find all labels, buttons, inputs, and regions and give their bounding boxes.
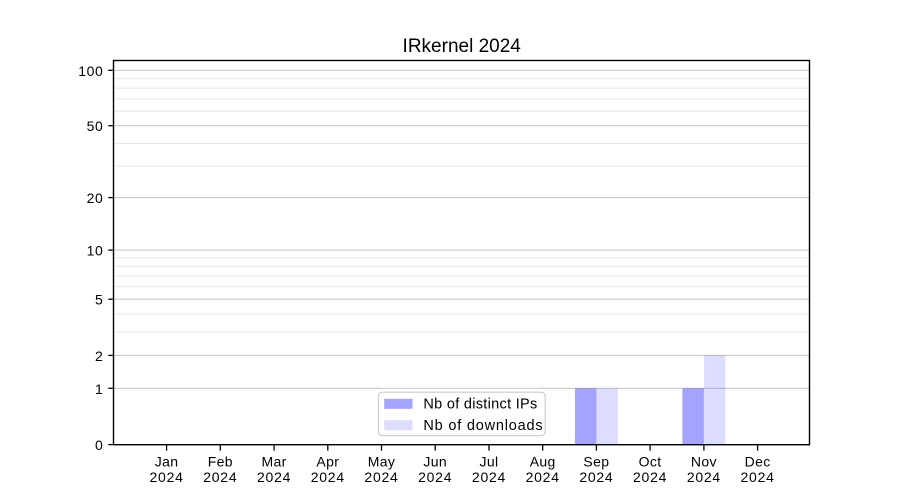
svg-text:2: 2	[95, 348, 103, 364]
svg-text:1: 1	[95, 381, 103, 397]
svg-text:50: 50	[87, 118, 104, 134]
svg-text:10: 10	[87, 243, 104, 259]
svg-text:0: 0	[95, 437, 103, 453]
svg-text:2024: 2024	[150, 469, 184, 485]
svg-text:100: 100	[78, 63, 103, 79]
svg-text:2024: 2024	[472, 469, 506, 485]
svg-text:May: May	[368, 454, 396, 470]
svg-text:5: 5	[95, 292, 103, 308]
svg-text:2024: 2024	[526, 469, 560, 485]
svg-text:Jun: Jun	[423, 454, 447, 470]
svg-text:2024: 2024	[579, 469, 613, 485]
svg-text:Nb of downloads: Nb of downloads	[423, 418, 543, 434]
svg-text:Jan: Jan	[155, 454, 179, 470]
svg-text:2024: 2024	[687, 469, 721, 485]
svg-text:Oct: Oct	[639, 454, 662, 470]
svg-text:2024: 2024	[364, 469, 398, 485]
svg-text:2024: 2024	[257, 469, 291, 485]
svg-text:IRkernel 2024: IRkernel 2024	[403, 36, 522, 57]
svg-text:Apr: Apr	[316, 454, 339, 470]
svg-text:Mar: Mar	[262, 454, 287, 470]
svg-text:2024: 2024	[741, 469, 775, 485]
svg-text:20: 20	[87, 190, 104, 206]
svg-text:2024: 2024	[633, 469, 667, 485]
svg-text:Aug: Aug	[530, 454, 556, 470]
svg-text:2024: 2024	[203, 469, 237, 485]
svg-text:Sep: Sep	[583, 454, 609, 470]
svg-text:Dec: Dec	[745, 454, 771, 470]
svg-text:Nb of distinct IPs: Nb of distinct IPs	[423, 396, 537, 412]
svg-text:Feb: Feb	[208, 454, 233, 470]
svg-text:2024: 2024	[418, 469, 452, 485]
svg-text:Jul: Jul	[480, 454, 499, 470]
svg-text:Nov: Nov	[691, 454, 717, 470]
svg-text:2024: 2024	[311, 469, 345, 485]
